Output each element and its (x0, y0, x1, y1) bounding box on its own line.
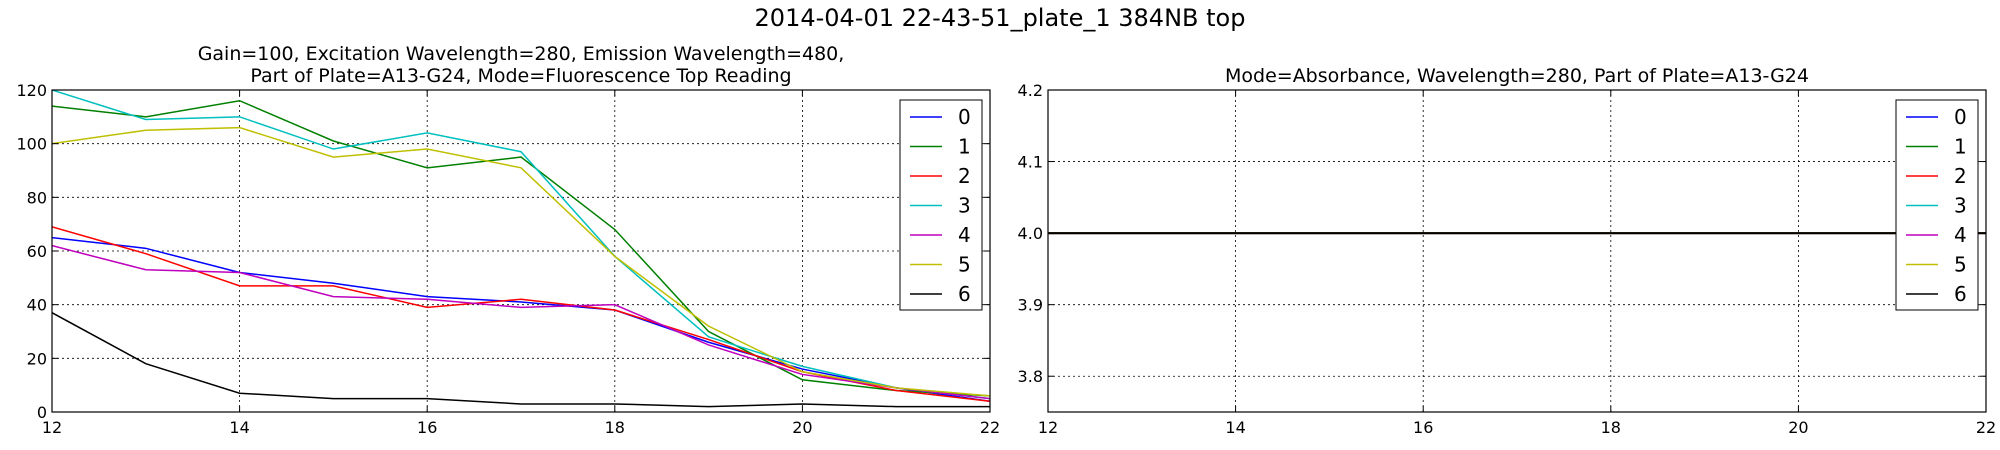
x-tick-label: 14 (1225, 418, 1245, 437)
y-tick-label: 100 (16, 135, 47, 154)
chart-subtitle-line: Part of Plate=A13-G24, Mode=Fluorescence… (250, 65, 791, 87)
x-tick-label: 14 (229, 418, 249, 437)
legend-label-5: 5 (958, 253, 971, 277)
y-tick-label: 80 (27, 188, 47, 207)
legend-label-4: 4 (958, 223, 971, 247)
absorbance-chart: Mode=Absorbance, Wavelength=280, Part of… (1018, 65, 1997, 437)
x-tick-label: 22 (980, 418, 1000, 437)
legend-label-5: 5 (1954, 253, 1967, 277)
legend-label-6: 6 (1954, 282, 1967, 306)
series-line-2 (52, 226, 990, 403)
y-tick-label: 60 (27, 242, 47, 261)
figure-title: 2014-04-01 22-43-51_plate_1 384NB top (754, 4, 1246, 32)
x-tick-label: 22 (1976, 418, 1996, 437)
legend-label-4: 4 (1954, 223, 1967, 247)
legend-label-1: 1 (1954, 135, 1967, 159)
x-tick-label: 20 (792, 418, 812, 437)
legend-label-1: 1 (958, 135, 971, 159)
y-tick-label: 4.0 (1018, 224, 1043, 243)
grid (52, 90, 990, 412)
x-tick-label: 12 (42, 418, 62, 437)
y-tick-label: 4.2 (1018, 81, 1043, 100)
legend-label-3: 3 (958, 194, 971, 218)
series-line-0 (52, 236, 990, 403)
legend-label-2: 2 (958, 164, 971, 188)
y-tick-label: 3.8 (1018, 367, 1043, 386)
legend-label-0: 0 (1954, 105, 1967, 129)
series-group (52, 90, 990, 408)
y-tick-label: 40 (27, 296, 47, 315)
plot-frame (1047, 89, 1987, 413)
chart-subtitle-line: Gain=100, Excitation Wavelength=280, Emi… (198, 43, 845, 65)
series-line-5 (52, 126, 990, 397)
x-tick-label: 16 (417, 418, 437, 437)
legend: 0 1 2 3 4 5 6 (1895, 99, 1979, 311)
y-tick-label: 20 (27, 349, 47, 368)
x-tick-label: 16 (1413, 418, 1433, 437)
series-line-3 (52, 90, 990, 400)
grid (1048, 90, 1986, 412)
x-tick-label: 18 (1601, 418, 1621, 437)
x-tick-label: 18 (605, 418, 625, 437)
fluorescence-chart: Gain=100, Excitation Wavelength=280, Emi… (16, 43, 1000, 437)
legend-label-2: 2 (1954, 164, 1967, 188)
y-tick-label: 120 (16, 81, 47, 100)
y-tick-label: 4.1 (1018, 153, 1043, 172)
legend-label-6: 6 (958, 282, 971, 306)
series-line-6 (52, 312, 990, 408)
x-tick-label: 20 (1788, 418, 1808, 437)
legend-label-3: 3 (1954, 194, 1967, 218)
series-line-4 (52, 244, 990, 400)
y-tick-label: 3.9 (1018, 296, 1043, 315)
legend-label-0: 0 (958, 105, 971, 129)
x-tick-label: 12 (1038, 418, 1058, 437)
y-tick-label: 0 (37, 403, 47, 422)
chart-subtitle-line: Mode=Absorbance, Wavelength=280, Part of… (1225, 65, 1809, 87)
series-line-1 (52, 99, 990, 397)
legend: 0 1 2 3 4 5 6 (899, 99, 983, 311)
